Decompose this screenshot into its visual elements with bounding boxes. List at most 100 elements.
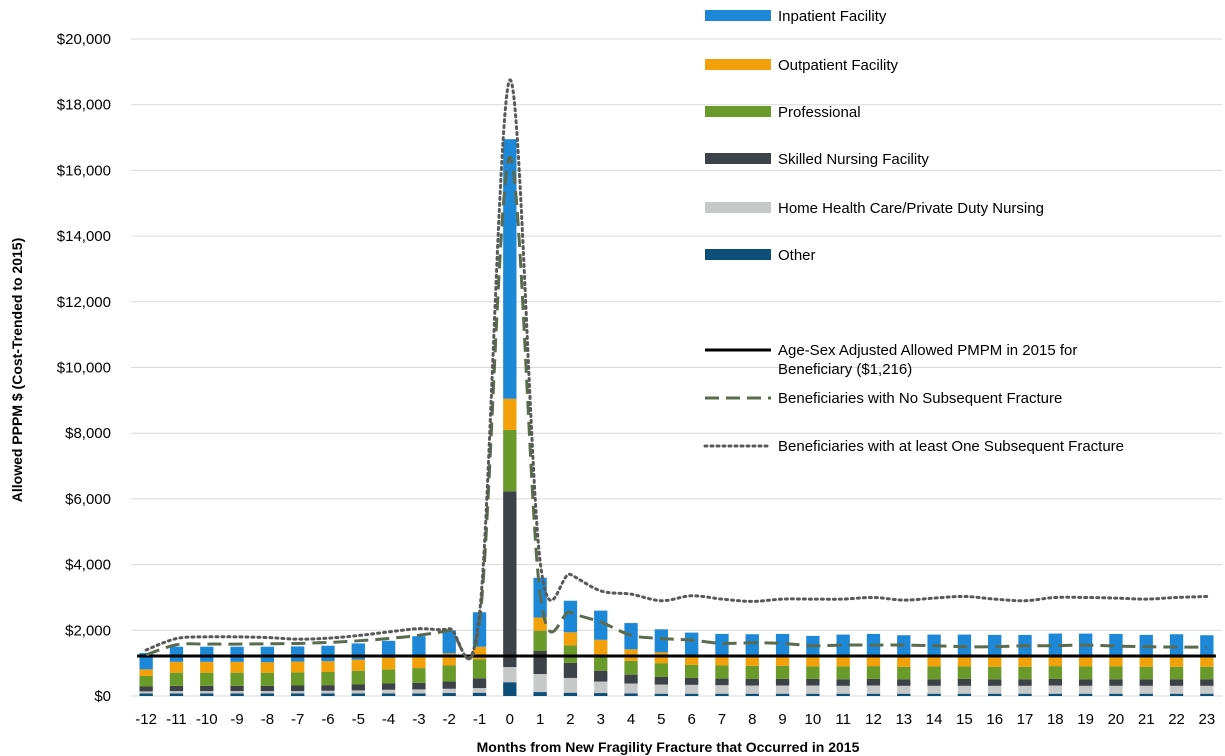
bar-segment bbox=[1200, 679, 1214, 686]
bar-segment bbox=[957, 693, 972, 696]
bar-segment bbox=[1018, 679, 1032, 686]
bar-segment bbox=[715, 685, 729, 694]
bar-segment bbox=[624, 683, 638, 694]
bar-segment bbox=[533, 650, 547, 674]
bar-segment bbox=[321, 693, 335, 696]
bar-segment bbox=[1018, 685, 1032, 694]
y-tick-label: $2,000 bbox=[65, 622, 111, 639]
bar-segment bbox=[291, 693, 305, 696]
legend-label-snf: Skilled Nursing Facility bbox=[778, 151, 929, 168]
bar-segment bbox=[775, 665, 790, 679]
bar-segment bbox=[260, 693, 275, 696]
bar-segment bbox=[1048, 678, 1062, 686]
bar-segment bbox=[1200, 657, 1214, 667]
x-tick-label: 6 bbox=[687, 711, 695, 728]
bar-segment bbox=[1109, 666, 1123, 680]
bar-segment bbox=[442, 630, 456, 654]
bar-segment bbox=[169, 685, 184, 692]
bar-segment bbox=[169, 646, 184, 662]
bar-segment bbox=[472, 688, 487, 693]
x-axis-ticks: -12 -11 -10 -9 -8 -7 -6 -5 -4 -3 -2 -1 0 1 2 3 4 5 6 7 8 9 10 1… bbox=[135, 711, 1215, 728]
bar-segment bbox=[563, 632, 578, 646]
bar-segment bbox=[927, 693, 941, 696]
bar-segment bbox=[230, 691, 244, 694]
bar-segment bbox=[260, 662, 275, 673]
y-tick-label: $18,000 bbox=[57, 97, 111, 114]
x-tick-label: 17 bbox=[1017, 711, 1034, 728]
bar-segment bbox=[927, 679, 941, 686]
x-tick-label: 10 bbox=[805, 711, 822, 728]
bar-segment bbox=[684, 677, 699, 685]
x-tick-label: 22 bbox=[1168, 711, 1185, 728]
x-tick-label: -12 bbox=[135, 711, 157, 728]
bar-segment bbox=[230, 646, 244, 662]
bar-segment bbox=[139, 669, 153, 676]
bar-segment bbox=[412, 656, 426, 669]
bar-segment bbox=[321, 690, 335, 694]
legend-label-hhc: Home Health Care/Private Duty Nursing bbox=[778, 200, 1044, 217]
bar-segment bbox=[139, 686, 153, 692]
x-tick-label: 5 bbox=[657, 711, 665, 728]
x-tick-label: 8 bbox=[748, 711, 756, 728]
bar-segment bbox=[745, 685, 759, 694]
bar-segment bbox=[381, 683, 396, 690]
bar-segment bbox=[866, 666, 881, 679]
bar-segment bbox=[563, 662, 578, 678]
bar-segment bbox=[381, 669, 396, 684]
x-tick-label: -7 bbox=[291, 711, 304, 728]
y-tick-label: $12,000 bbox=[57, 294, 111, 311]
bars bbox=[139, 139, 1214, 696]
bar-segment bbox=[1109, 679, 1123, 686]
bar-segment bbox=[624, 693, 638, 696]
y-axis-ticks: $0 $2,000 $4,000 $6,000 $8,000 $10,000 $12,000… bbox=[57, 31, 111, 705]
bar-segment bbox=[260, 691, 275, 694]
bar-segment bbox=[200, 691, 214, 694]
bar-segment bbox=[1139, 685, 1153, 694]
bar-segment bbox=[806, 685, 820, 694]
y-tick-label: $4,000 bbox=[65, 557, 111, 574]
bar-segment bbox=[442, 693, 456, 696]
bar-segment bbox=[169, 672, 184, 686]
bar-segment bbox=[775, 656, 790, 666]
bar-segment bbox=[988, 679, 1002, 686]
no-subsequent-fracture-line bbox=[145, 155, 1207, 661]
bar-segment bbox=[1048, 685, 1062, 694]
bar-segment bbox=[1109, 656, 1123, 667]
bar-segment bbox=[291, 661, 305, 673]
bar-segment bbox=[684, 684, 699, 694]
x-tick-label: 12 bbox=[865, 711, 882, 728]
y-tick-label: $10,000 bbox=[57, 360, 111, 377]
bar-segment bbox=[1169, 679, 1184, 686]
bar-segment bbox=[684, 664, 699, 678]
bar-segment bbox=[139, 691, 153, 694]
bar-segment bbox=[684, 632, 699, 655]
x-tick-label: -6 bbox=[321, 711, 334, 728]
bar-segment bbox=[442, 688, 456, 694]
bar-segment bbox=[775, 678, 790, 686]
bar-segment bbox=[381, 640, 396, 658]
bar-segment bbox=[472, 692, 487, 696]
bar-segment bbox=[715, 693, 729, 696]
bar-segment bbox=[563, 600, 578, 633]
x-tick-label: 15 bbox=[956, 711, 973, 728]
bar-segment bbox=[503, 398, 517, 430]
subsequent-fracture-line bbox=[144, 78, 1209, 660]
bar-segment bbox=[1200, 666, 1214, 680]
bar-segment bbox=[169, 691, 184, 694]
legend-label-inpatient: Inpatient Facility bbox=[778, 8, 887, 25]
bar-segment bbox=[836, 679, 850, 686]
bar-segment bbox=[321, 685, 335, 691]
bar-segment bbox=[866, 678, 881, 686]
bar-segment bbox=[806, 657, 820, 667]
bar-segment bbox=[745, 656, 759, 666]
bar-segment bbox=[836, 656, 850, 667]
legend-label-reference-line-1: Age-Sex Adjusted Allowed PMPM in 2015 fo… bbox=[778, 342, 1077, 359]
bar-segment bbox=[412, 682, 426, 690]
bar-segment bbox=[715, 678, 729, 686]
x-axis-title: Months from New Fragility Fracture that … bbox=[477, 739, 860, 755]
bar-segment bbox=[866, 693, 881, 696]
x-tick-label: -5 bbox=[352, 711, 365, 728]
bar-segment bbox=[200, 672, 214, 686]
bar-segment bbox=[200, 685, 214, 692]
bar-segment bbox=[988, 657, 1002, 667]
